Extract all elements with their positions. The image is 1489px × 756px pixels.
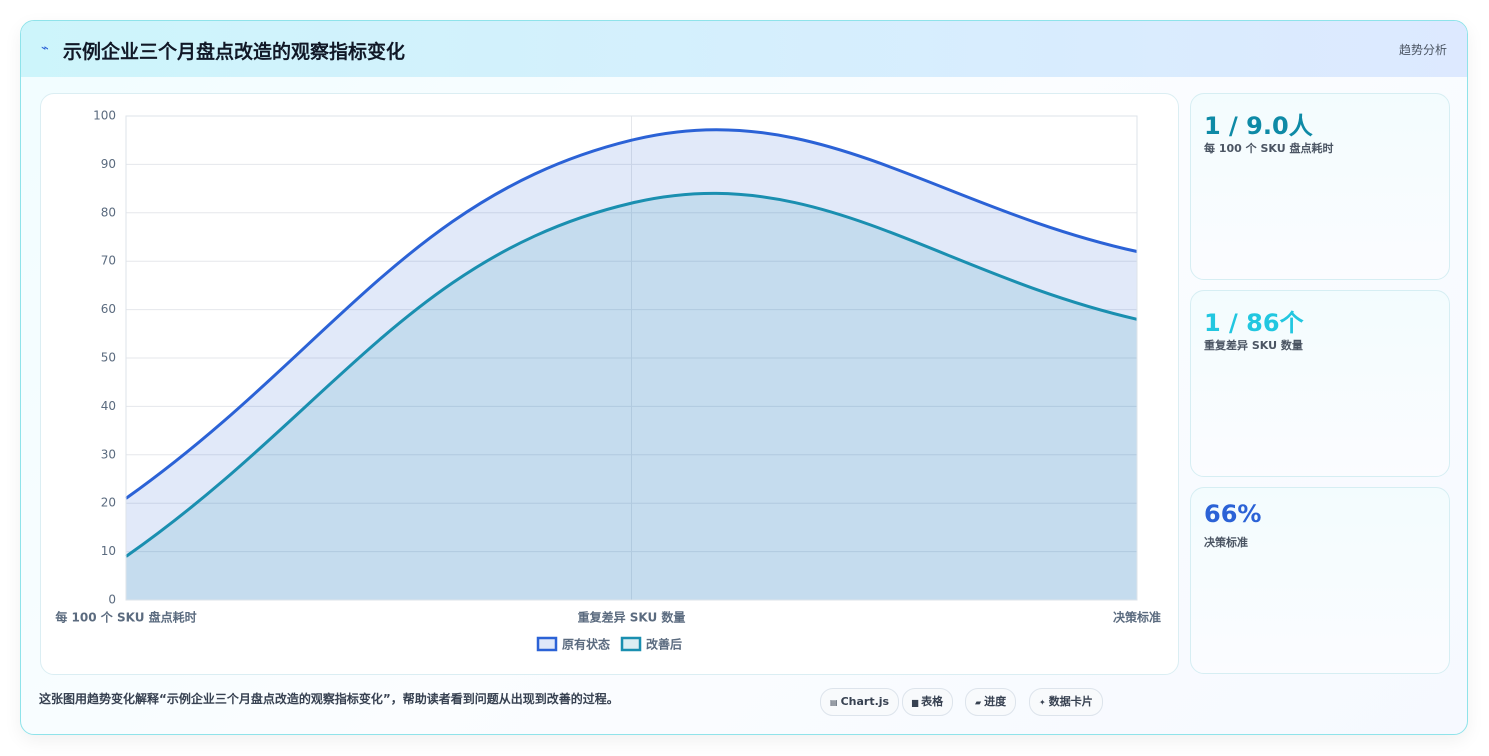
kpi-value: 1 / 86个	[1204, 309, 1304, 337]
y-tick-label: 0	[108, 593, 116, 607]
y-tick-label: 70	[101, 254, 116, 268]
x-tick-label: 重复差异 SKU 数量	[578, 610, 686, 625]
legend-swatch	[536, 636, 558, 652]
header: ⌁ 示例企业三个月盘点改造的观察指标变化 趋势分析	[21, 21, 1467, 77]
tag-label: 表格	[921, 695, 944, 708]
area	[126, 193, 1137, 601]
kpi-label: 重复差异 SKU 数量	[1204, 339, 1303, 352]
tag[interactable]: ▤ Chart.js	[820, 688, 900, 716]
badge: 趋势分析	[1398, 43, 1447, 57]
legend-label: 原有状态	[562, 637, 610, 652]
title: 示例企业三个月盘点改造的观察指标变化	[63, 41, 406, 63]
x-tick-label: 每 100 个 SKU 盘点耗时	[55, 610, 196, 625]
area	[126, 129, 1137, 600]
kpi-card: 66% 决策标准	[1190, 487, 1450, 674]
kpi-card: 1 / 9.0人 每 100 个 SKU 盘点耗时	[1190, 93, 1450, 280]
kpi-label: 每 100 个 SKU 盘点耗时	[1204, 142, 1334, 155]
kpi-label: 决策标准	[1204, 536, 1248, 549]
y-tick-label: 40	[101, 399, 116, 413]
chart: 0 10 20 30 40 50 60 70 80 90 100 每 100 个 SKU 盘点耗时 重复…	[55, 109, 1161, 652]
kpi-value: 1 / 9.0人	[1204, 112, 1313, 140]
card: ⌁ 示例企业三个月盘点改造的观察指标变化 趋势分析 0 10 20 30 40 50 60 7…	[20, 20, 1468, 735]
tag[interactable]: ▆ 表格	[902, 688, 954, 716]
tag-label: Chart.js	[840, 695, 890, 708]
y-tick-label: 60	[101, 302, 116, 316]
line	[125, 191, 1138, 558]
plot-border	[125, 115, 1138, 601]
line	[125, 128, 1138, 500]
tag-label: 进度	[984, 695, 1007, 708]
y-tick-label: 50	[101, 351, 116, 365]
legend-label: 改善后	[646, 637, 682, 652]
caption: 这张图用趋势变化解释“示例企业三个月盘点改造的观察指标变化”，帮助读者看到问题从…	[39, 692, 619, 706]
icon: ⌁	[41, 41, 49, 56]
tag[interactable]: ✦ 数据卡片	[1029, 688, 1103, 716]
y-tick-label: 10	[101, 544, 116, 558]
tag[interactable]: ▰ 进度	[965, 688, 1017, 716]
tag-label: 数据卡片	[1048, 695, 1093, 708]
y-tick-label: 100	[93, 109, 116, 123]
x-tick-label: 决策标准	[1113, 610, 1161, 625]
kpi-value: 66%	[1204, 500, 1262, 528]
chart-panel: 0 10 20 30 40 50 60 70 80 90 100 每 100 个 SKU 盘点耗时 重复…	[40, 93, 1179, 675]
y-tick-label: 20	[101, 496, 116, 510]
kpi-card: 1 / 86个 重复差异 SKU 数量	[1190, 290, 1450, 477]
y-tick-label: 80	[101, 205, 116, 219]
y-tick-label: 90	[101, 157, 116, 171]
y-tick-label: 30	[101, 447, 116, 461]
legend-swatch	[620, 636, 642, 652]
